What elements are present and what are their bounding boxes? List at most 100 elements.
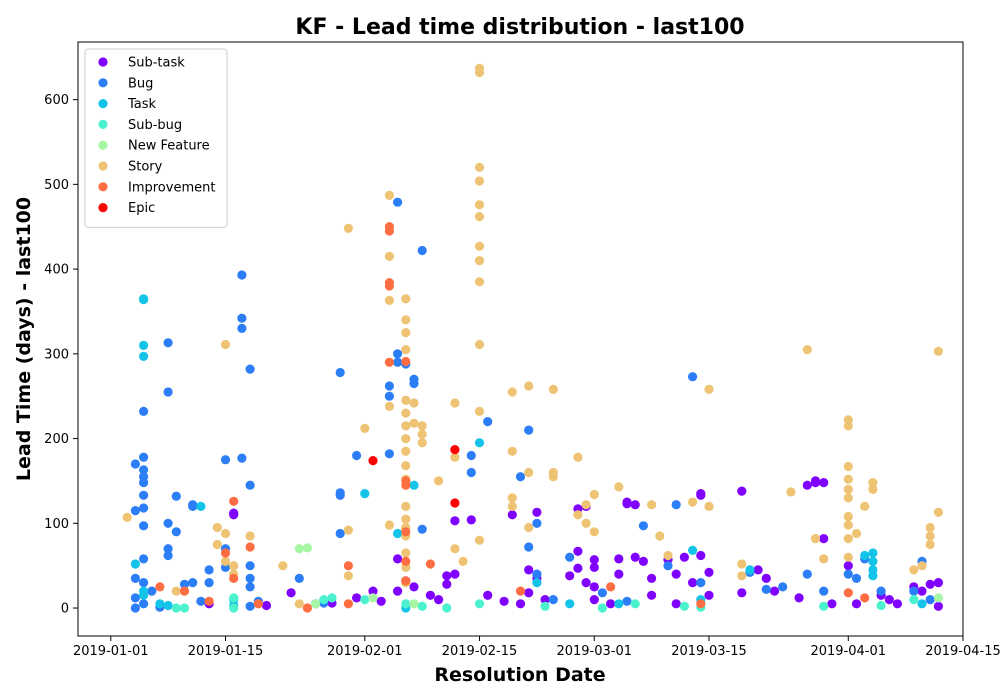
data-point [819, 601, 829, 611]
data-point [163, 338, 173, 348]
data-point [466, 515, 476, 525]
data-point [925, 522, 935, 533]
legend-marker [98, 78, 108, 88]
y-axis-label: Lead Time (days) - last100 [13, 197, 35, 481]
data-point [393, 357, 403, 367]
data-point [220, 548, 231, 558]
data-point [704, 501, 714, 511]
data-point [245, 573, 255, 584]
data-point [704, 567, 714, 578]
data-point [450, 452, 460, 462]
data-point [139, 295, 149, 305]
data-point [409, 480, 419, 490]
data-point [565, 571, 575, 581]
data-point [147, 586, 157, 596]
data-point [212, 522, 222, 533]
legend-marker [98, 99, 108, 109]
data-point [130, 459, 140, 469]
data-point [843, 421, 853, 431]
data-point [474, 535, 485, 545]
data-point [139, 590, 149, 600]
data-point [237, 453, 247, 463]
data-point [163, 387, 173, 397]
data-point [130, 506, 140, 516]
data-point [843, 461, 853, 472]
data-point [827, 599, 837, 609]
data-point [474, 200, 485, 210]
legend-label: Improvement [128, 180, 215, 195]
data-point [343, 571, 353, 581]
data-point [515, 599, 526, 609]
data-point [524, 588, 534, 598]
data-point [245, 582, 255, 592]
data-point [237, 323, 247, 333]
data-point [196, 501, 206, 511]
chart-title: KF - Lead time distribution - last100 [295, 15, 744, 40]
data-point [843, 484, 853, 494]
data-point [179, 579, 190, 589]
data-point [401, 421, 411, 431]
data-point [434, 595, 444, 605]
data-point [474, 339, 485, 350]
data-point [139, 351, 149, 361]
legend-marker [98, 140, 108, 150]
data-point [565, 552, 575, 562]
data-point [597, 588, 608, 598]
data-point [819, 478, 829, 488]
data-point [171, 527, 181, 537]
data-point [401, 480, 411, 490]
data-point [524, 565, 534, 575]
data-point [139, 599, 149, 609]
data-point [466, 450, 476, 461]
data-point [737, 571, 747, 581]
data-point [630, 599, 640, 609]
data-point [843, 561, 853, 571]
data-point [761, 584, 771, 595]
data-point [802, 480, 812, 490]
data-point [245, 601, 255, 611]
data-point [851, 528, 862, 539]
data-point [368, 456, 378, 466]
data-point [335, 488, 345, 498]
data-point [696, 550, 706, 561]
data-point [802, 345, 812, 355]
data-point [524, 467, 534, 478]
data-point [319, 595, 329, 605]
data-point [294, 599, 304, 609]
data-point [245, 561, 255, 571]
data-point [401, 461, 411, 471]
data-point [401, 599, 411, 609]
data-point [204, 596, 214, 606]
data-point [450, 445, 460, 455]
data-point [483, 417, 493, 427]
data-point [401, 527, 411, 537]
data-point [229, 573, 239, 584]
data-point [589, 527, 599, 537]
data-point [704, 384, 714, 394]
data-point [237, 270, 247, 280]
data-point [933, 507, 944, 517]
data-point [434, 476, 444, 486]
data-point [630, 552, 640, 562]
data-point [188, 501, 198, 511]
data-point [786, 487, 796, 497]
data-point [548, 384, 558, 394]
data-point [450, 398, 460, 408]
data-point [450, 544, 460, 554]
data-point [909, 565, 919, 575]
data-point [507, 493, 517, 503]
data-point [573, 546, 583, 556]
data-point [384, 381, 394, 391]
data-point [851, 599, 862, 609]
data-point [417, 601, 427, 611]
data-point [622, 497, 632, 507]
x-tick-label: 2019-03-15 [671, 644, 747, 659]
data-point [819, 534, 829, 544]
data-point [417, 429, 427, 439]
data-point [139, 503, 149, 513]
data-point [679, 601, 690, 611]
data-point [450, 516, 460, 526]
data-point [515, 586, 526, 596]
data-point [606, 582, 616, 592]
data-point [597, 603, 608, 613]
